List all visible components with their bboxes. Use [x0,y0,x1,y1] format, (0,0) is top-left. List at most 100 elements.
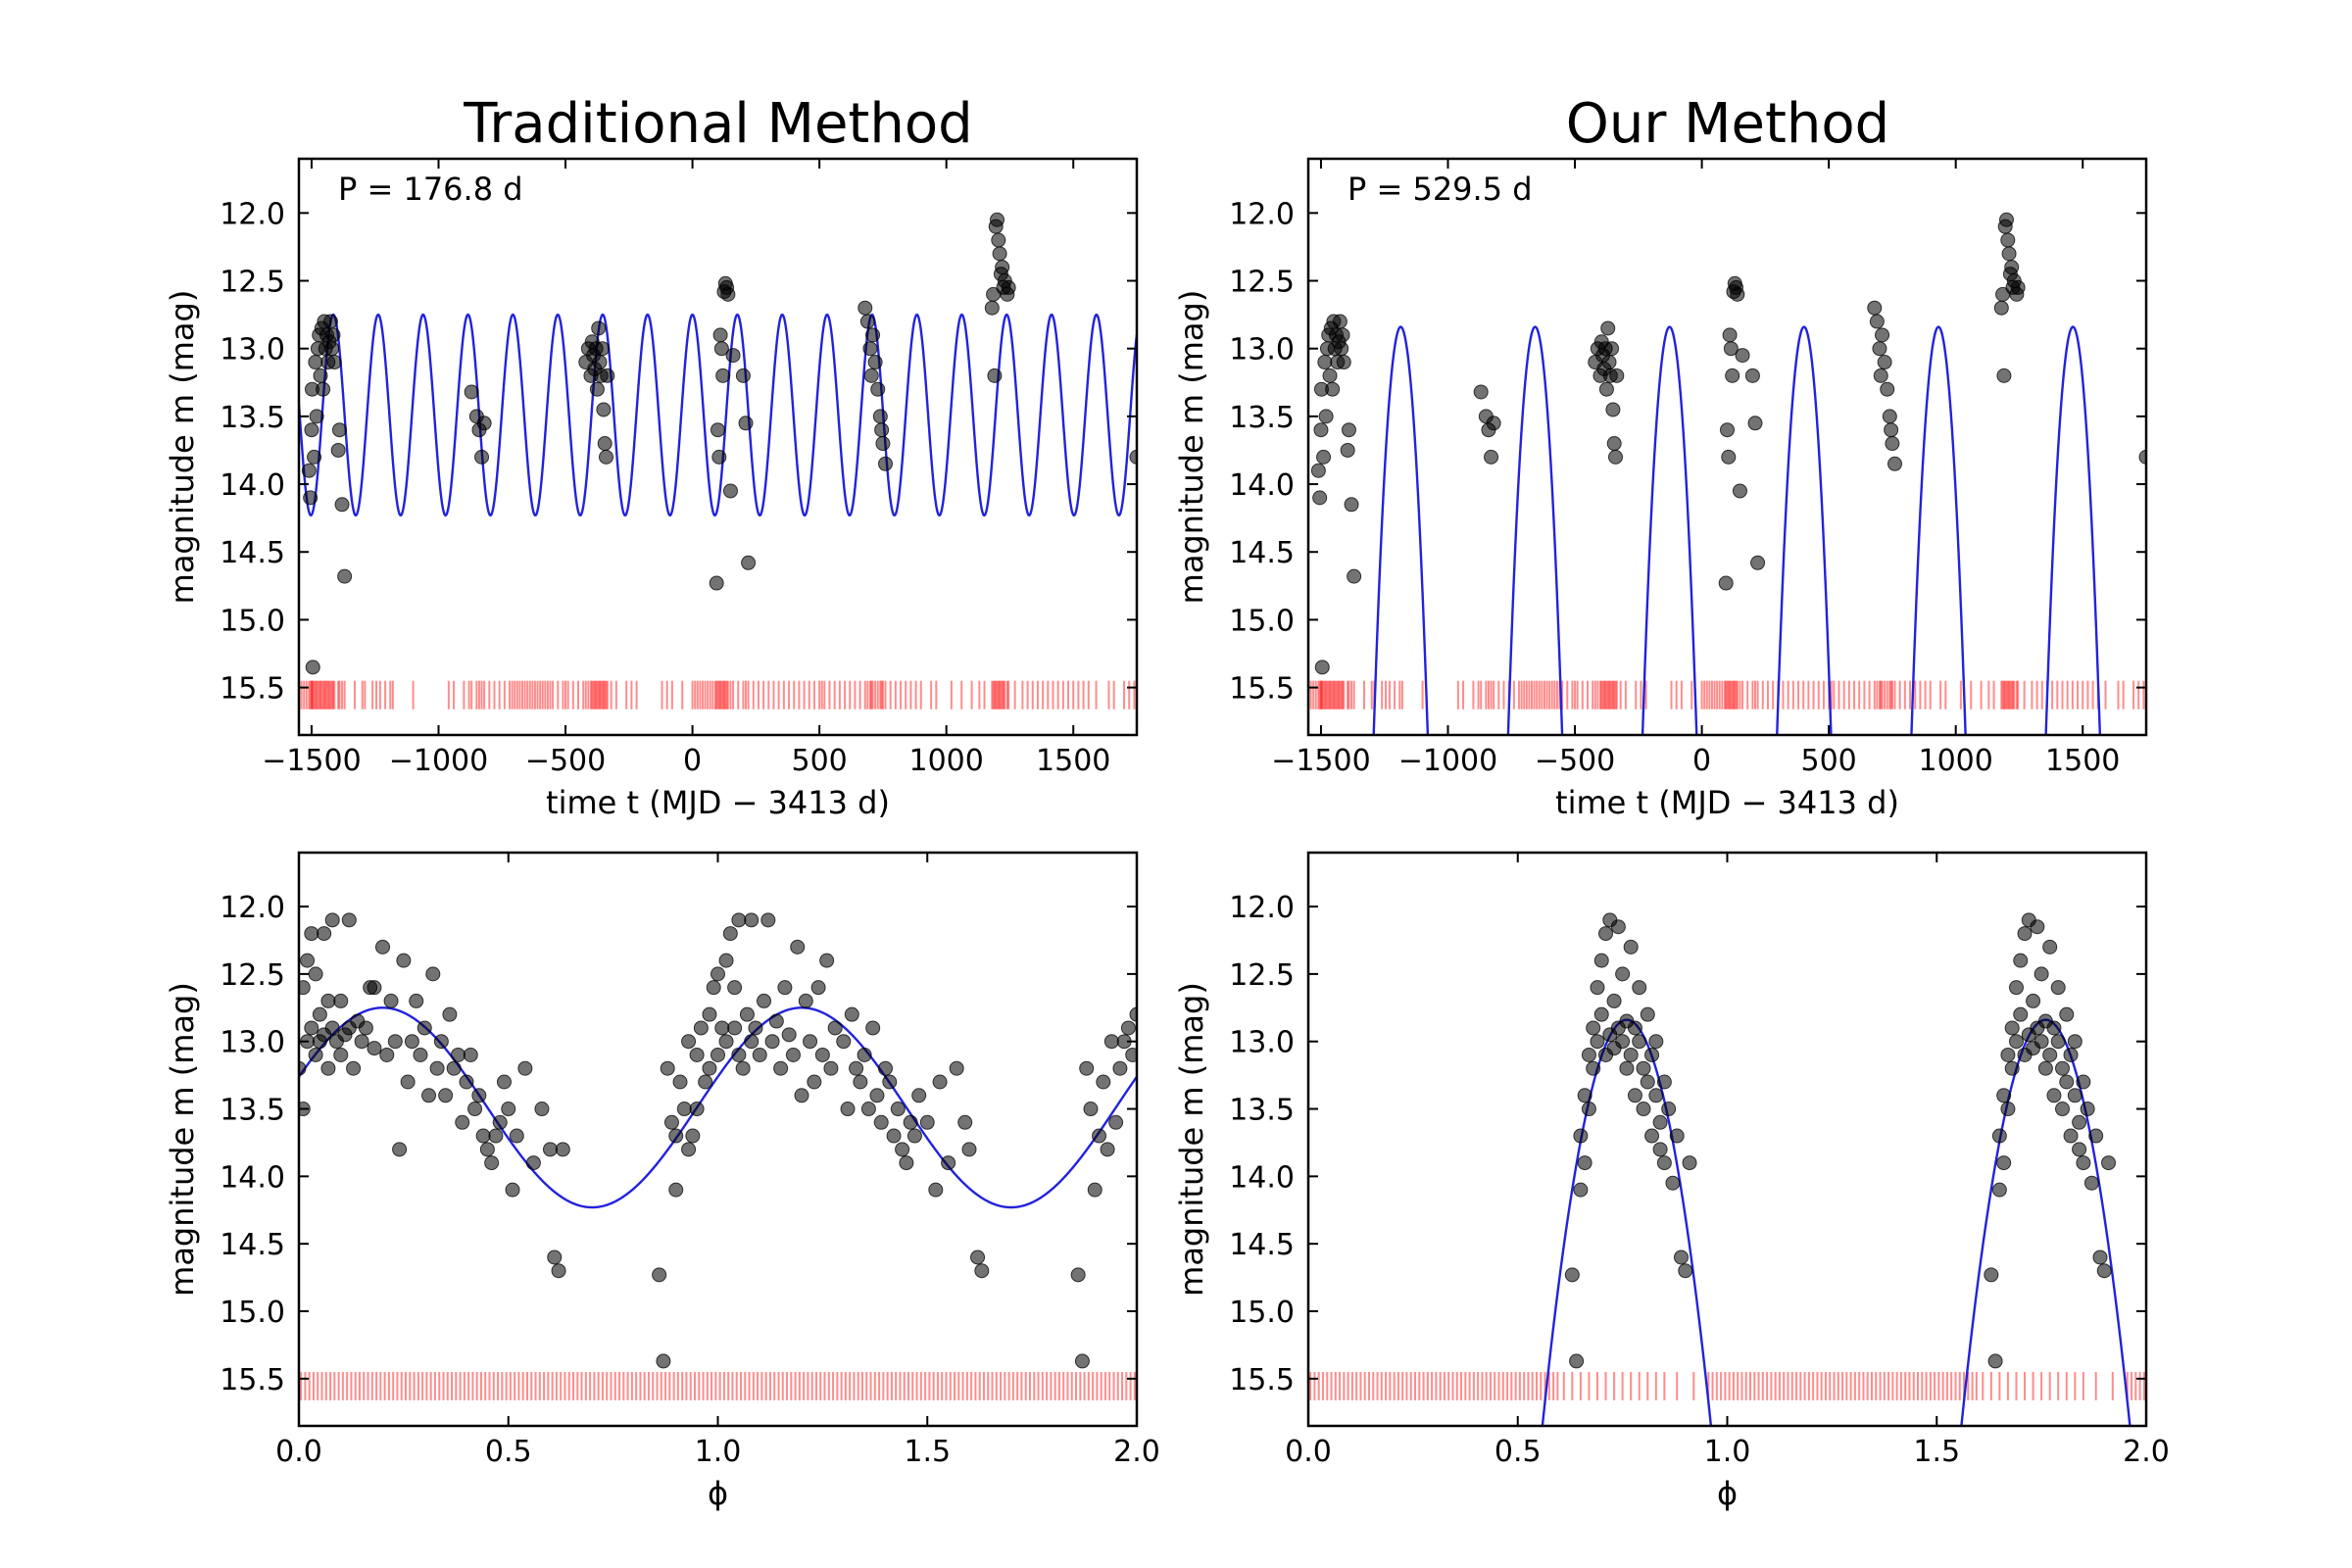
data-point [304,1020,319,1036]
data-point [1079,1060,1095,1076]
data-point [303,490,318,506]
data-point [807,1074,822,1090]
data-point [676,1102,692,1117]
data-point [874,422,890,438]
y-tick-label: 12.0 [220,197,285,231]
data-point [660,1060,675,1076]
data-point [597,436,612,452]
data-point [1586,1020,1601,1036]
plot-area [1309,912,2145,1426]
data-points [299,912,1137,1369]
y-tick-label: 12.5 [1229,266,1295,300]
data-point [899,1155,914,1171]
data-point [1735,348,1750,364]
data-point [2076,1155,2091,1171]
data-point [2067,1034,2082,1050]
y-tick-label: 13.5 [220,401,285,435]
data-point [421,1088,437,1103]
data-point [1640,1074,1655,1090]
data-point [1129,449,1137,465]
data-point [379,1047,395,1062]
data-point [1334,341,1349,357]
data-point [396,953,412,968]
data-point [1317,355,1333,370]
plot-area [299,912,1137,1400]
data-point [890,1102,906,1117]
data-point [2059,1074,2075,1090]
data-point [1747,416,1763,431]
x-tick-label: −1500 [262,744,361,778]
data-point [865,1020,881,1036]
data-point [2055,1060,2070,1076]
data-point [2088,1128,2104,1144]
data-point [425,966,441,982]
data-point [991,232,1006,248]
data-point [957,1114,973,1130]
data-point [471,1088,487,1103]
data-point [656,1353,671,1369]
data-point [501,1102,516,1117]
y-tick-label: 15.5 [220,1363,285,1397]
data-point [1569,1353,1585,1369]
data-point [484,1155,500,1171]
data-point [903,1114,918,1130]
data-point [735,1060,751,1076]
data-point [1623,1047,1639,1062]
data-point [551,1263,566,1279]
data-point [2013,953,2029,968]
data-point [1652,1142,1668,1157]
x-tick-label: 1.0 [1704,1435,1751,1469]
data-point [509,1128,524,1144]
data-point [1581,1102,1596,1117]
data-point [534,1102,550,1117]
data-point [320,993,336,1008]
data-point [810,980,826,996]
data-point [928,1182,944,1198]
data-point [2059,1006,2075,1022]
data-point [2046,1020,2062,1036]
data-point [333,993,349,1008]
data-point [1678,1263,1693,1279]
data-point [308,355,323,370]
y-tick-label: 14.0 [1229,1160,1295,1195]
data-point [591,320,607,336]
data-point [702,1006,717,1022]
data-point [358,1020,373,1036]
data-point [409,993,424,1008]
data-point [2092,1250,2108,1265]
data-point [689,1047,705,1062]
data-point [720,286,736,302]
data-point [2067,1088,2082,1103]
data-point [517,1060,533,1076]
data-point [2008,1034,2024,1050]
data-point [1318,409,1334,424]
column-title-left: Traditional Method [463,92,972,156]
data-point [1648,1088,1664,1103]
data-point [744,1034,760,1050]
data-point [2034,966,2049,982]
data-point [735,368,751,383]
data-point [354,1034,369,1050]
data-point [882,1074,898,1090]
data-point [710,422,725,438]
data-point [748,1020,763,1036]
data-point [299,980,311,996]
data-point [305,660,320,675]
data-point [1991,1182,2007,1198]
data-point [1723,341,1739,357]
data-point [1341,422,1356,438]
data-point [555,1142,570,1157]
y-tick-label: 14.5 [1229,1228,1295,1262]
data-point [785,1047,801,1062]
data-point [862,341,878,357]
data-point [2008,980,2024,996]
y-tick-label: 13.0 [1229,1026,1295,1060]
y-tick-label: 12.0 [1229,197,1295,231]
data-point [1312,490,1328,506]
data-point [308,966,323,982]
data-point [1993,300,2009,316]
data-point [722,483,738,499]
data-point [1652,1114,1668,1130]
data-point [2055,1102,2070,1117]
data-point [1129,1006,1137,1022]
